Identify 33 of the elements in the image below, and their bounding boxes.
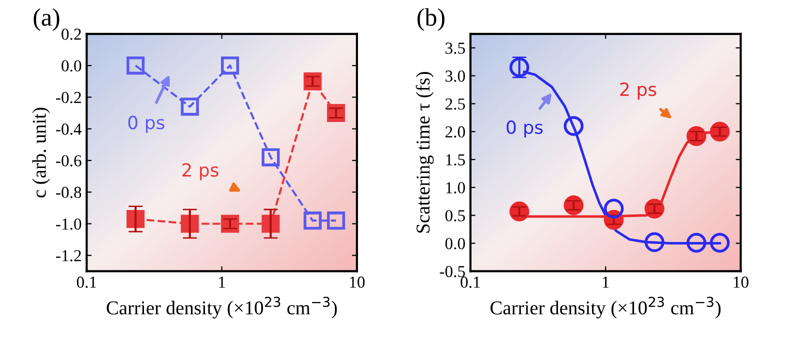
y-tick-label: 0.0 [445, 238, 465, 250]
x-tick-label: 0.1 [460, 276, 480, 288]
annotation: 0 ps [506, 120, 543, 138]
x-tick-label: 10 [734, 276, 748, 288]
y-tick-label: 3.0 [446, 70, 465, 82]
y-tick-label: -0.6 [56, 155, 82, 166]
x-tick-label: 1 [602, 276, 609, 288]
x-tick-label: 10 [350, 276, 365, 288]
annotation: 2 ps [182, 163, 218, 180]
x-axis-title: Carrier density (×10$^{23}$ cm$^{−3}$) [106, 296, 337, 318]
x-axis-title: Carrier density (×10$^{23}$ cm$^{−3}$) [490, 296, 721, 318]
y-tick-label: 2.5 [445, 98, 465, 110]
y-tick-label: -1.0 [56, 218, 82, 230]
x-tick-label: 0.1 [76, 276, 96, 288]
annotation: 0 ps [128, 116, 164, 133]
y-tick-label: 2.0 [445, 126, 465, 138]
annotation: 2 ps [620, 82, 656, 100]
y-axis-title: Scattering time τ (fs) [416, 72, 434, 233]
y-tick-label: 1.5 [446, 154, 465, 166]
y-tick-label: -1.2 [56, 250, 81, 262]
y-tick-label: 0.0 [62, 60, 82, 72]
y-tick-label: -0.5 [440, 266, 465, 278]
y-tick-label: -0.2 [56, 92, 81, 104]
y-tick-label: 3.5 [446, 42, 465, 54]
y-tick-label: 0.2 [62, 28, 81, 40]
y-tick-label: -0.4 [56, 124, 82, 135]
y-tick-label: -0.8 [56, 186, 82, 198]
y-axis-title: c (arb. unit) [32, 108, 50, 198]
y-tick-label: 0.5 [445, 210, 465, 222]
chart-title: (b) [418, 8, 444, 31]
chart-title: (a) [34, 8, 60, 31]
x-tick-label: 1 [219, 276, 225, 288]
y-tick-label: 1.0 [446, 182, 465, 194]
